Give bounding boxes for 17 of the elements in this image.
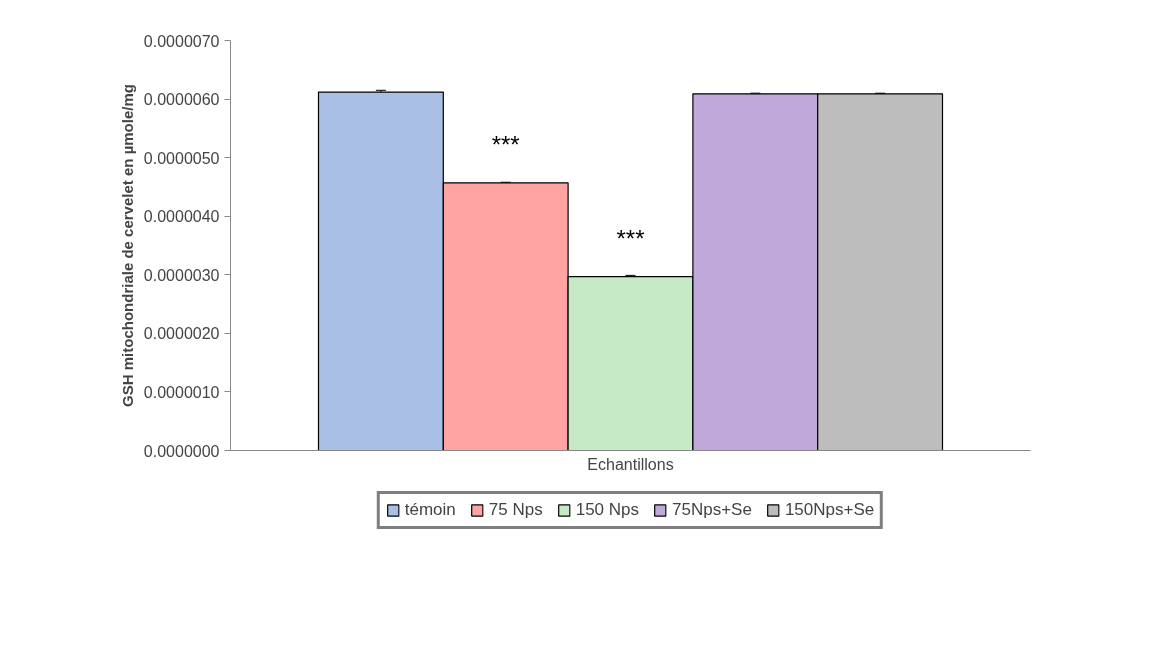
y-tick-label: 0.0000060 <box>143 91 220 109</box>
legend-label: 75 Nps <box>488 500 543 520</box>
y-tick-label: 0.0000050 <box>143 149 220 167</box>
x-axis-title: Echantillons <box>587 455 674 473</box>
y-tick-label: 0.0000070 <box>143 32 220 50</box>
annotation: *** <box>616 224 645 252</box>
annotation: *** <box>491 131 520 159</box>
y-tick-label: 0.0000020 <box>143 325 220 343</box>
legend-label: témoin <box>404 500 456 520</box>
legend-label: 150Nps+Se <box>784 500 875 520</box>
y-tick-label: 0.0000000 <box>143 442 220 460</box>
y-axis-title: GSH mitochondriale de cervelet en µmole/mg <box>118 84 136 407</box>
y-tick-label: 0.0000030 <box>143 266 220 284</box>
y-tick-label: 0.0000010 <box>143 383 220 401</box>
legend-label: 75Nps+Se <box>672 500 752 520</box>
legend-label: 150 Nps <box>575 500 640 520</box>
y-tick-label: 0.0000040 <box>143 208 220 226</box>
